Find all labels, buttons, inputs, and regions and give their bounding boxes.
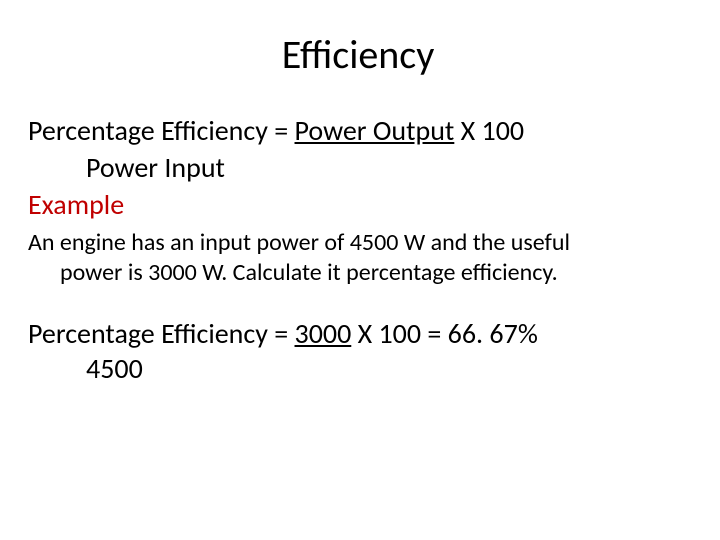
formula-lhs: Percentage Efficiency =: [28, 113, 295, 148]
problem-text: An engine has an input power of 4500 W a…: [28, 228, 688, 288]
calc-lhs: Percentage Efficiency =: [28, 316, 295, 351]
formula-line-1: Percentage Efficiency = Power Output X 1…: [28, 113, 688, 148]
calc-numerator: 3000: [295, 316, 352, 351]
calculation-line-1: Percentage Efficiency = 3000 X 100 = 66.…: [28, 316, 688, 351]
calc-denominator: 4500: [86, 351, 143, 386]
formula-numerator: Power Output: [295, 113, 455, 148]
calc-mult: X 100 = 66. 67%: [351, 316, 538, 351]
formula-line-2: Power Input: [28, 150, 688, 185]
problem-line-1: An engine has an input power of 4500 W a…: [28, 228, 688, 258]
slide: Efficiency Percentage Efficiency = Power…: [0, 0, 720, 540]
slide-title: Efficiency: [28, 30, 688, 79]
calculation-line-2: 4500: [28, 351, 688, 386]
formula-denominator: Power Input: [86, 150, 225, 185]
formula-mult: X 100: [454, 113, 524, 148]
example-label: Example: [28, 187, 688, 222]
problem-line-2: power is 3000 W. Calculate it percentage…: [28, 258, 688, 288]
